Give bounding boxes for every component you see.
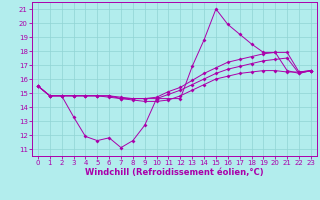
X-axis label: Windchill (Refroidissement éolien,°C): Windchill (Refroidissement éolien,°C) bbox=[85, 168, 264, 177]
